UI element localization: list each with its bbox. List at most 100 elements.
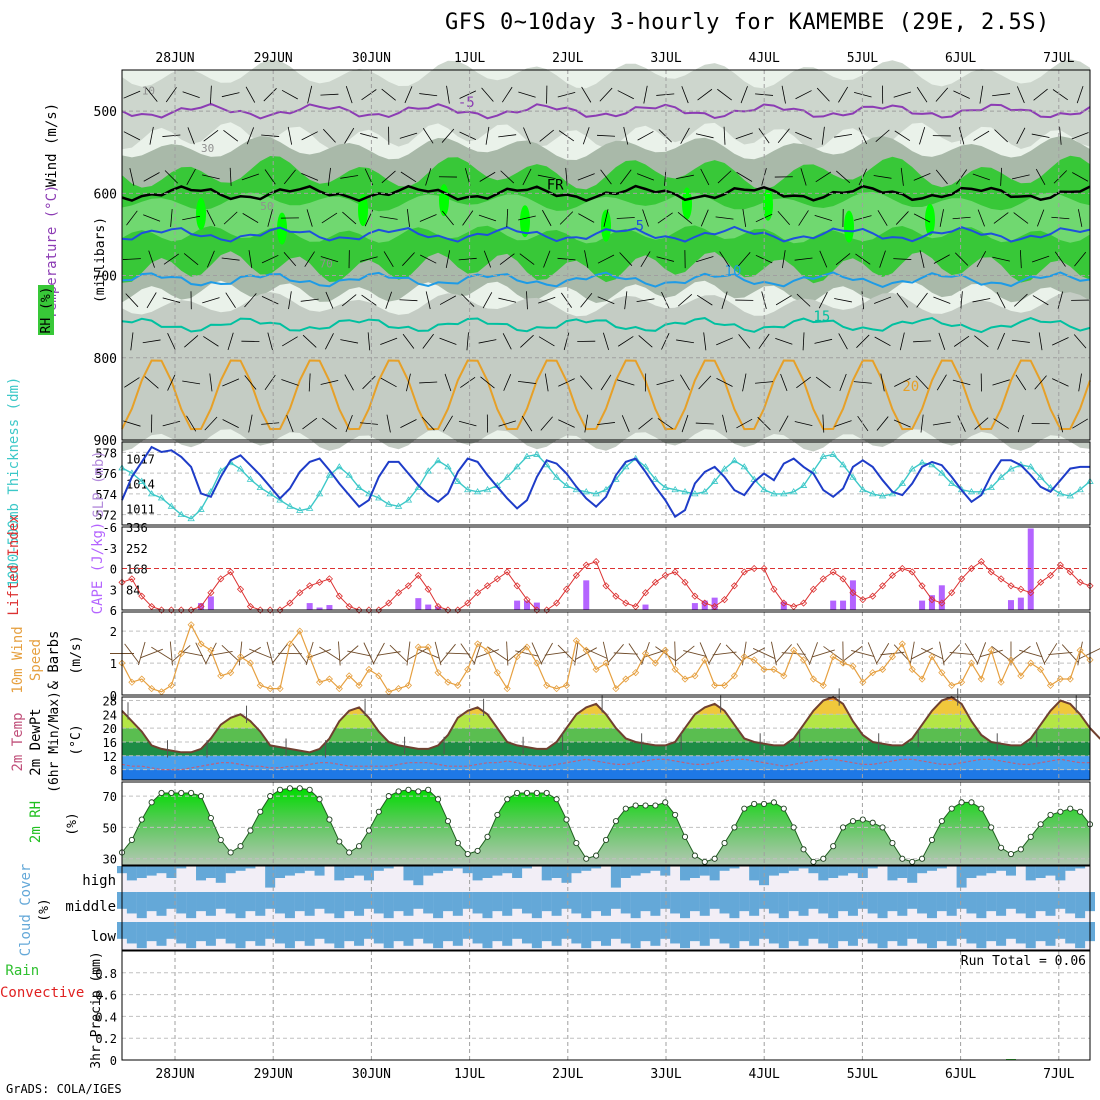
wind-barb bbox=[974, 335, 989, 348]
cloud-middle-bar bbox=[196, 892, 207, 912]
cloud-high-bar bbox=[1025, 866, 1036, 881]
wind-barb bbox=[478, 214, 497, 222]
lifted-index-marker bbox=[217, 575, 225, 583]
cloud-high-bar bbox=[423, 866, 434, 876]
wind-barb bbox=[838, 333, 848, 350]
wind-barb bbox=[775, 338, 793, 345]
wind-barb bbox=[973, 130, 990, 141]
isotherm-10 bbox=[121, 271, 1091, 288]
cloud-high-bar bbox=[847, 866, 858, 874]
cloud-high-bar bbox=[709, 866, 720, 881]
rh2m-marker bbox=[968, 799, 975, 806]
cloud-middle-bar bbox=[166, 892, 177, 909]
wind-barb bbox=[979, 85, 984, 104]
thickness-marker bbox=[256, 483, 264, 491]
wind-barb bbox=[482, 292, 493, 309]
wind-barb bbox=[680, 374, 690, 391]
wind-speed-marker bbox=[1017, 672, 1025, 680]
cloud-middle-bar bbox=[808, 892, 819, 909]
lifted-index-marker bbox=[987, 568, 995, 576]
wind-speed-marker bbox=[553, 685, 561, 693]
lifted-index-marker bbox=[888, 571, 897, 579]
wind-barb bbox=[617, 336, 634, 347]
cloud-low-bar bbox=[719, 922, 730, 944]
cloud-middle-bar bbox=[423, 892, 434, 914]
wind-barb bbox=[543, 250, 551, 268]
rh2m-marker bbox=[602, 836, 610, 843]
wind-barb bbox=[577, 173, 595, 181]
precip-frame bbox=[121, 950, 1091, 1061]
wind10m-barb bbox=[138, 641, 146, 666]
cloud-middle-bar bbox=[768, 892, 779, 914]
wind-barb bbox=[458, 420, 477, 427]
rh2m-marker bbox=[356, 843, 363, 850]
lifted-index-marker bbox=[809, 585, 817, 593]
cloud-low-bar bbox=[818, 922, 829, 944]
cloud-high-bar bbox=[857, 866, 868, 878]
cape-bar bbox=[533, 602, 540, 610]
cloud-high-bar bbox=[680, 866, 691, 881]
wind-speed-marker bbox=[977, 675, 985, 683]
rh-bright-cell bbox=[843, 210, 854, 243]
wind-speed-marker bbox=[681, 675, 689, 683]
wind-barb bbox=[222, 378, 240, 387]
wind-speed-marker bbox=[276, 685, 284, 693]
rh2m-marker bbox=[830, 843, 837, 850]
isotherm-label-15: 15 bbox=[813, 309, 830, 325]
precip-tick-0.6: 0.6 bbox=[95, 989, 117, 1003]
cape-bar bbox=[207, 596, 214, 610]
cloud-low-bar bbox=[650, 922, 661, 946]
wind10m-barb bbox=[407, 647, 429, 660]
cloud-middle-bar bbox=[1035, 892, 1046, 912]
wind-speed-marker bbox=[513, 653, 521, 661]
rh-tick-30: 30 bbox=[103, 853, 117, 867]
rh2m-marker bbox=[237, 843, 244, 850]
wind-speed-marker bbox=[869, 669, 877, 677]
cloud-middle-bar bbox=[373, 892, 384, 914]
wind-barb bbox=[287, 126, 293, 145]
lifted-index-marker bbox=[325, 575, 333, 583]
cloud-low-bar bbox=[452, 922, 463, 946]
thickness-marker bbox=[651, 475, 660, 482]
cloud-middle-bar bbox=[186, 892, 197, 919]
thickness-marker bbox=[315, 490, 324, 497]
wind-barb bbox=[307, 85, 313, 104]
cloud-middle-bar bbox=[482, 892, 493, 919]
cloud-low-bar bbox=[1005, 922, 1016, 939]
wind-barb bbox=[636, 298, 655, 303]
wind-barb bbox=[954, 252, 969, 266]
cloud-low-bar bbox=[363, 922, 374, 939]
cape-bar bbox=[938, 585, 945, 610]
lifted-index-marker bbox=[227, 568, 235, 576]
cloud-low-bar bbox=[294, 922, 305, 942]
cloud-high-bar bbox=[541, 866, 552, 881]
wind-speed-marker bbox=[167, 681, 175, 689]
wind-barb bbox=[658, 129, 672, 143]
wind-barb bbox=[406, 373, 411, 392]
wind-barb bbox=[619, 252, 633, 266]
wind10m-barb bbox=[1061, 644, 1079, 663]
lifted-index-marker bbox=[908, 568, 916, 576]
wind10m-barb bbox=[339, 645, 359, 662]
cloud-middle-bar bbox=[877, 892, 888, 919]
lifted-index-marker bbox=[276, 606, 284, 614]
slp-axis-label: SLP (mb) bbox=[91, 450, 107, 517]
cloud-middle-bar bbox=[719, 892, 730, 914]
wind-barb bbox=[320, 256, 339, 263]
wind-barb bbox=[893, 258, 912, 260]
wind-barb bbox=[245, 86, 256, 103]
cloud-high-bar bbox=[1065, 866, 1076, 871]
thickness-marker bbox=[770, 490, 778, 497]
wind-barb bbox=[517, 380, 536, 384]
rh2m-marker bbox=[780, 805, 787, 812]
wind-barb bbox=[642, 209, 649, 227]
li-tick-3: 3 bbox=[110, 583, 117, 597]
rh2m-marker bbox=[444, 818, 452, 825]
cloud-high-bar bbox=[1005, 866, 1016, 876]
chart-title: GFS 0~10day 3-hourly for KAMEMBE (29E, 2… bbox=[445, 10, 1050, 35]
wind-barb bbox=[935, 87, 949, 102]
wind-barb bbox=[600, 374, 612, 391]
wind-barb bbox=[386, 414, 391, 433]
cloud-middle-bar bbox=[452, 892, 463, 916]
wind10m-barb bbox=[725, 644, 744, 663]
